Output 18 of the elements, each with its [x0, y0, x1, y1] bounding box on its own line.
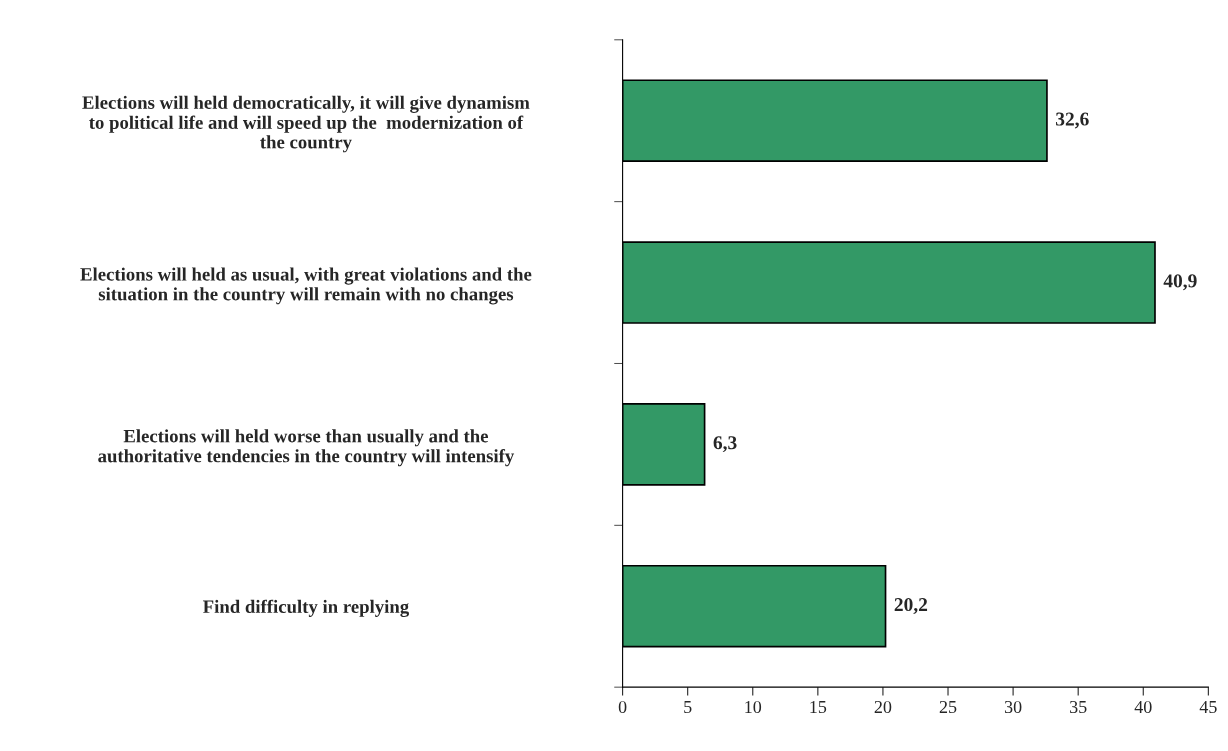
- data-label: 40,9: [1163, 274, 1197, 291]
- x-tick-label: 10: [745, 700, 762, 714]
- x-tick-label: 15: [810, 700, 827, 714]
- y-tick-label: Elections will held worse than usually and the authoritative tendencies in the country will intensify: [98, 429, 515, 467]
- data-label: 6,3: [713, 436, 737, 453]
- x-tick-label: 25: [939, 700, 957, 714]
- x-tick-label: 5: [684, 701, 692, 714]
- x-tick-label: 40: [1134, 700, 1152, 714]
- y-tick-label: Find difficulty in replying: [203, 599, 409, 617]
- x-tick-label: 35: [1070, 700, 1087, 714]
- x-tick-label: 45: [1199, 701, 1217, 714]
- data-label: 20,2: [894, 597, 928, 614]
- x-tick-label: 30: [1004, 700, 1022, 714]
- x-tick-label: 20: [874, 700, 892, 714]
- data-label: 32,6: [1056, 112, 1089, 129]
- x-tick-label: 0: [618, 700, 627, 714]
- y-tick-label: Elections will held democratically, it will give dynamism to political life and will speed up the modernization of the country: [82, 95, 530, 153]
- y-tick-label: Elections will held as usual, with great violations and the situation in the country will remain with no changes: [80, 267, 532, 305]
